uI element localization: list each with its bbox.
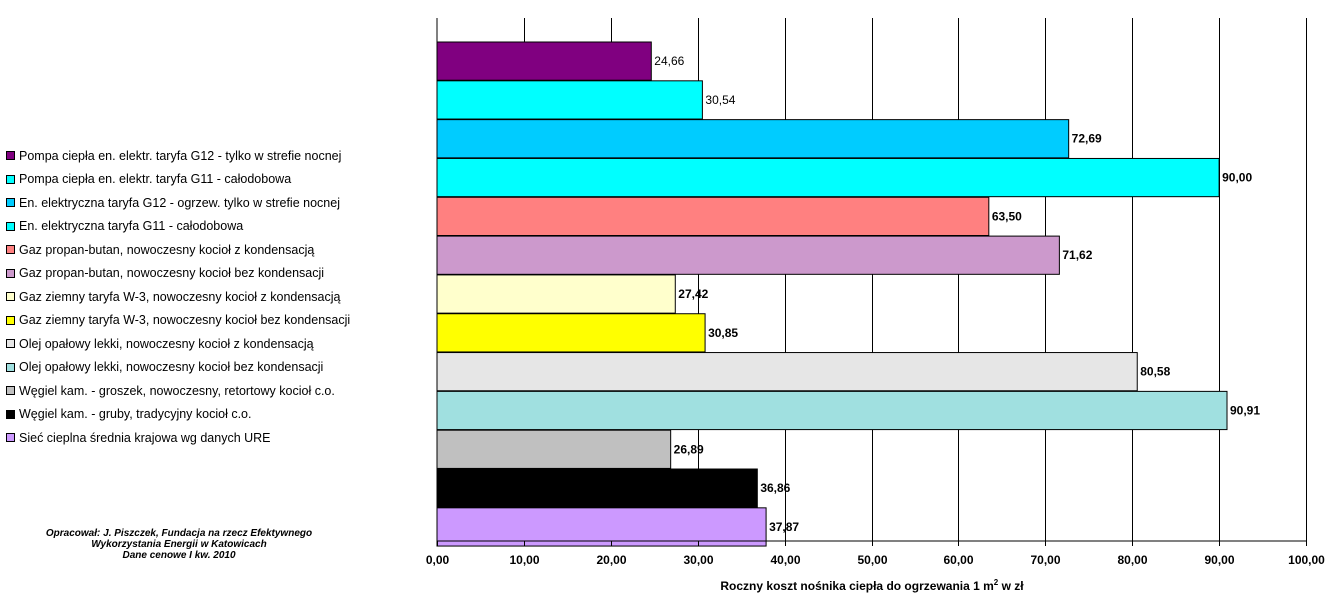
credits-line-3: Dane cenowe I kw. 2010	[122, 550, 236, 561]
legend-item: Gaz ziemny taryfa W-3, nowoczesny kocioł…	[6, 285, 350, 309]
legend-item: Olej opałowy lekki, nowoczesny kocioł be…	[6, 356, 350, 380]
bar-value-label: 90,91	[1230, 403, 1260, 417]
legend-item: Gaz propan-butan, nowoczesny kocioł z ko…	[6, 238, 350, 262]
bar	[436, 235, 1060, 275]
legend-swatch	[6, 245, 15, 255]
data-labels: 24,66 30,54 72,69 90,00 63,50 71,62 27,42 30,85…	[654, 54, 1260, 534]
legend-item: Olej opałowy lekki, nowoczesny kocioł z …	[6, 332, 350, 356]
bar-value-label: 26,89	[674, 442, 704, 456]
legend-label: Olej opałowy lekki, nowoczesny kocioł be…	[19, 360, 324, 375]
legend-label: Węgiel kam. - gruby, tradycyjny kocioł c…	[19, 407, 252, 422]
credits: Opracował: J. Piszczek, Fundacja na rzec…	[0, 528, 358, 561]
legend-item: Węgiel kam. - groszek, nowoczesny, retor…	[6, 379, 350, 403]
x-tick-label: 20,00	[596, 553, 626, 567]
bar	[436, 352, 1138, 392]
legend-swatch	[6, 151, 15, 161]
x-tick-label: 10,00	[509, 553, 539, 567]
legend-swatch	[6, 409, 15, 419]
legend-label: Sieć cieplna średnia krajowa wg danych U…	[19, 430, 271, 445]
legend-swatch	[6, 386, 15, 396]
legend-swatch	[6, 198, 15, 208]
bar	[436, 196, 990, 236]
bar-value-label: 80,58	[1140, 365, 1170, 379]
x-tick-label: 50,00	[857, 553, 887, 567]
credits-line-1: Opracował: J. Piszczek, Fundacja na rzec…	[45, 528, 313, 539]
legend-item: Pompa ciepła en. elektr. taryfa G12 - ty…	[6, 144, 350, 168]
x-axis-title-superscript: 2	[993, 578, 999, 587]
legend-swatch	[6, 433, 15, 443]
legend-swatch	[6, 339, 15, 349]
legend-label: Gaz propan-butan, nowoczesny kocioł bez …	[19, 266, 325, 281]
legend-label: Węgiel kam. - groszek, nowoczesny, retor…	[19, 383, 335, 398]
x-tick-label: 90,00	[1204, 553, 1234, 567]
x-tick-label: 0,00	[426, 553, 450, 567]
legend-item: En. elektryczna taryfa G12 - ogrzew. tyl…	[6, 191, 350, 215]
x-axis-title-text: Roczny koszt nośnika ciepła do ogrzewani…	[720, 579, 994, 593]
bar	[436, 390, 1228, 431]
bar-value-label: 37,87	[769, 520, 799, 534]
x-tick-label: 70,00	[1030, 553, 1060, 567]
legend-label: Gaz ziemny taryfa W-3, nowoczesny kocioł…	[19, 313, 351, 328]
legend-label: Gaz propan-butan, nowoczesny kocioł z ko…	[19, 242, 315, 257]
legend-item: Pompa ciepła en. elektr. taryfa G11 - ca…	[6, 168, 350, 192]
bar	[436, 157, 1220, 198]
bars	[436, 41, 1228, 547]
bar-value-label: 24,66	[654, 54, 684, 68]
x-tick-label: 80,00	[1117, 553, 1147, 567]
bar-value-label: 72,69	[1072, 132, 1102, 146]
legend-label: Pompa ciepła en. elektr. taryfa G11 - ca…	[19, 172, 292, 187]
legend-item: Gaz propan-butan, nowoczesny kocioł bez …	[6, 262, 350, 286]
x-axis-title-suffix: w zł	[998, 579, 1024, 593]
legend-swatch	[6, 292, 15, 302]
bar	[436, 41, 652, 81]
legend-label: En. elektryczna taryfa G11 - całodobowa	[19, 219, 244, 234]
bar	[436, 274, 676, 314]
x-tick-label: 100,00	[1288, 553, 1325, 567]
legend-swatch	[6, 362, 15, 372]
bar-value-label: 36,86	[760, 481, 790, 495]
legend-swatch	[6, 174, 15, 184]
x-tick-label: 40,00	[770, 553, 800, 567]
bar-value-label: 90,00	[1222, 171, 1252, 185]
bar-value-label: 30,85	[708, 326, 738, 340]
x-tick-label: 60,00	[943, 553, 973, 567]
bar	[436, 313, 706, 353]
legend-label: Olej opałowy lekki, nowoczesny kocioł z …	[19, 336, 314, 351]
x-axis-title: Roczny koszt nośnika ciepła do ogrzewani…	[437, 578, 1307, 593]
x-axis-ticks: 0,00 10,00 20,00 30,00 40,00 50,00 60,00 70,00 8…	[426, 541, 1325, 567]
legend-swatch	[6, 221, 15, 231]
bar	[436, 119, 1070, 159]
legend-item: Węgiel kam. - gruby, tradycyjny kocioł c…	[6, 403, 350, 427]
legend-item: Gaz ziemny taryfa W-3, nowoczesny kocioł…	[6, 309, 350, 333]
credits-line-2: Wykorzystania Energii w Katowicach	[91, 539, 267, 550]
bar	[436, 429, 672, 469]
legend-swatch	[6, 315, 15, 325]
bar-value-label: 27,42	[678, 287, 708, 301]
legend-label: En. elektryczna taryfa G12 - ogrzew. tyl…	[19, 195, 340, 210]
legend: Pompa ciepła en. elektr. taryfa G12 - ty…	[6, 144, 350, 450]
bar	[436, 468, 758, 508]
bar-value-label: 30,54	[705, 93, 735, 107]
bar	[436, 80, 703, 120]
bar-value-label: 63,50	[992, 209, 1022, 223]
legend-swatch	[6, 268, 15, 278]
x-tick-label: 30,00	[683, 553, 713, 567]
legend-label: Pompa ciepła en. elektr. taryfa G12 - ty…	[19, 148, 342, 163]
bar-value-label: 71,62	[1062, 248, 1092, 262]
legend-label: Gaz ziemny taryfa W-3, nowoczesny kocioł…	[19, 289, 341, 304]
legend-item: Sieć cieplna średnia krajowa wg danych U…	[6, 426, 350, 450]
legend-item: En. elektryczna taryfa G11 - całodobowa	[6, 215, 350, 239]
bar	[436, 507, 767, 547]
